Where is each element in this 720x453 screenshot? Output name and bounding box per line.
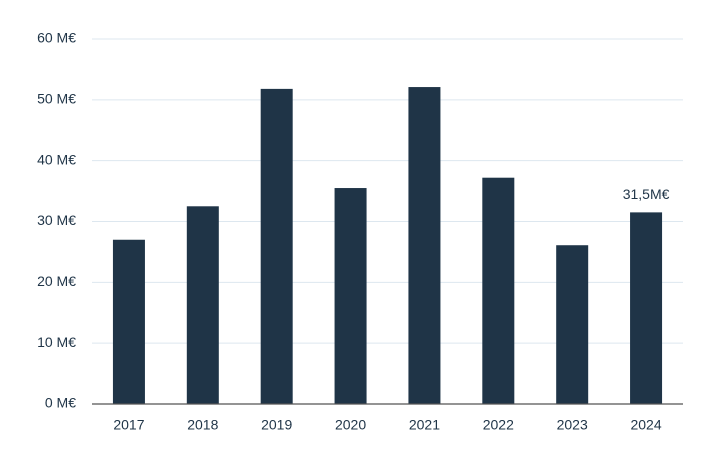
x-tick-label: 2021 — [409, 417, 440, 433]
x-tick-label: 2018 — [187, 417, 218, 433]
y-tick-label: 30 M€ — [37, 212, 76, 228]
y-tick-label: 40 M€ — [37, 151, 76, 167]
bar — [334, 188, 367, 404]
y-tick-label: 50 M€ — [37, 91, 76, 107]
bar — [260, 88, 293, 404]
y-tick-label: 0 M€ — [45, 395, 76, 411]
bar — [112, 239, 145, 404]
bar — [482, 177, 515, 404]
x-tick-label: 2022 — [483, 417, 514, 433]
y-tick-label: 10 M€ — [37, 334, 76, 350]
x-tick-label: 2019 — [261, 417, 292, 433]
y-tick-label: 20 M€ — [37, 273, 76, 289]
x-tick-label: 2017 — [113, 417, 144, 433]
bar — [186, 206, 219, 404]
x-tick-label: 2023 — [557, 417, 588, 433]
bar — [408, 87, 441, 404]
y-tick-label: 60 M€ — [37, 30, 76, 46]
x-tick-label: 2020 — [335, 417, 366, 433]
value-label: 31,5M€ — [623, 186, 670, 202]
bar — [556, 245, 589, 404]
bar — [630, 212, 663, 404]
x-tick-label: 2024 — [630, 417, 661, 433]
